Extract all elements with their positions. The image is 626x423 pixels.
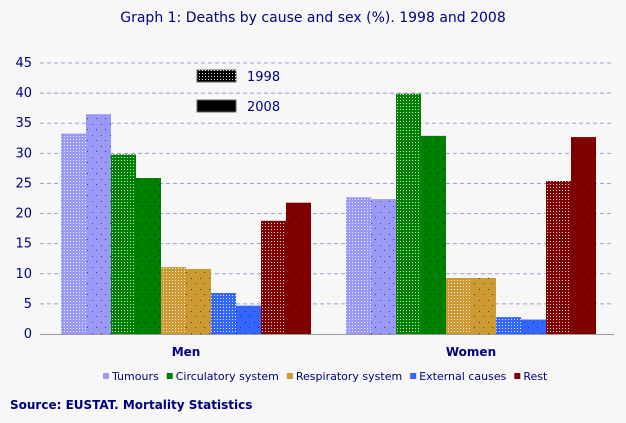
bar-pattern	[371, 199, 396, 334]
bar-pattern	[286, 202, 311, 334]
legend-swatch	[103, 373, 109, 379]
legend-pattern	[197, 100, 236, 112]
y-tick-label: 45	[15, 56, 32, 71]
bar-pattern	[396, 93, 421, 334]
legend-label: Tumours	[111, 370, 159, 383]
source-note: Source: EUSTAT. Mortality Statistics	[10, 398, 253, 412]
bar-pattern	[161, 267, 186, 334]
y-tick-label: 40	[15, 86, 32, 101]
legend-label-1998: 1998	[247, 70, 280, 85]
bar-pattern	[521, 319, 546, 334]
y-tick-label: 35	[15, 116, 32, 131]
legend-label-2008: 2008	[247, 100, 280, 115]
y-tick-label: 5	[24, 297, 32, 312]
y-tick-label: 0	[24, 327, 32, 342]
x-tick-label: Men	[172, 345, 201, 359]
bar-pattern	[421, 135, 446, 334]
bar-pattern	[86, 114, 111, 334]
bar-pattern	[186, 268, 211, 334]
legend-label: Circulatory system	[176, 370, 279, 383]
bar-pattern	[61, 133, 86, 334]
legend-label: Rest	[523, 370, 548, 383]
legend-swatch	[514, 373, 521, 379]
bar-pattern	[471, 277, 496, 334]
y-tick-label: 10	[15, 267, 32, 282]
bar-pattern	[346, 197, 371, 334]
x-tick-label: Women	[446, 345, 496, 359]
y-tick-label: 20	[15, 207, 32, 222]
bar-pattern	[546, 181, 571, 334]
bar-pattern	[136, 178, 161, 334]
y-tick-label: 15	[15, 237, 32, 252]
bar-pattern	[496, 317, 521, 334]
bar-pattern	[571, 137, 596, 334]
bar-pattern	[446, 277, 471, 334]
y-tick-label: 25	[15, 176, 32, 191]
legend-swatch	[410, 373, 417, 379]
legend-pattern	[197, 70, 236, 82]
bar-pattern	[111, 154, 136, 334]
legend-swatch	[166, 373, 173, 379]
chart-title: Graph 1: Deaths by cause and sex (%). 19…	[120, 10, 506, 26]
legend-label: Respiratory system	[296, 370, 402, 383]
legend-swatch	[286, 373, 293, 379]
legend-label: External causes	[419, 370, 506, 383]
bar-pattern	[211, 293, 236, 334]
bar-pattern	[236, 305, 261, 334]
y-tick-label: 30	[15, 146, 32, 161]
bar-pattern	[261, 220, 286, 334]
